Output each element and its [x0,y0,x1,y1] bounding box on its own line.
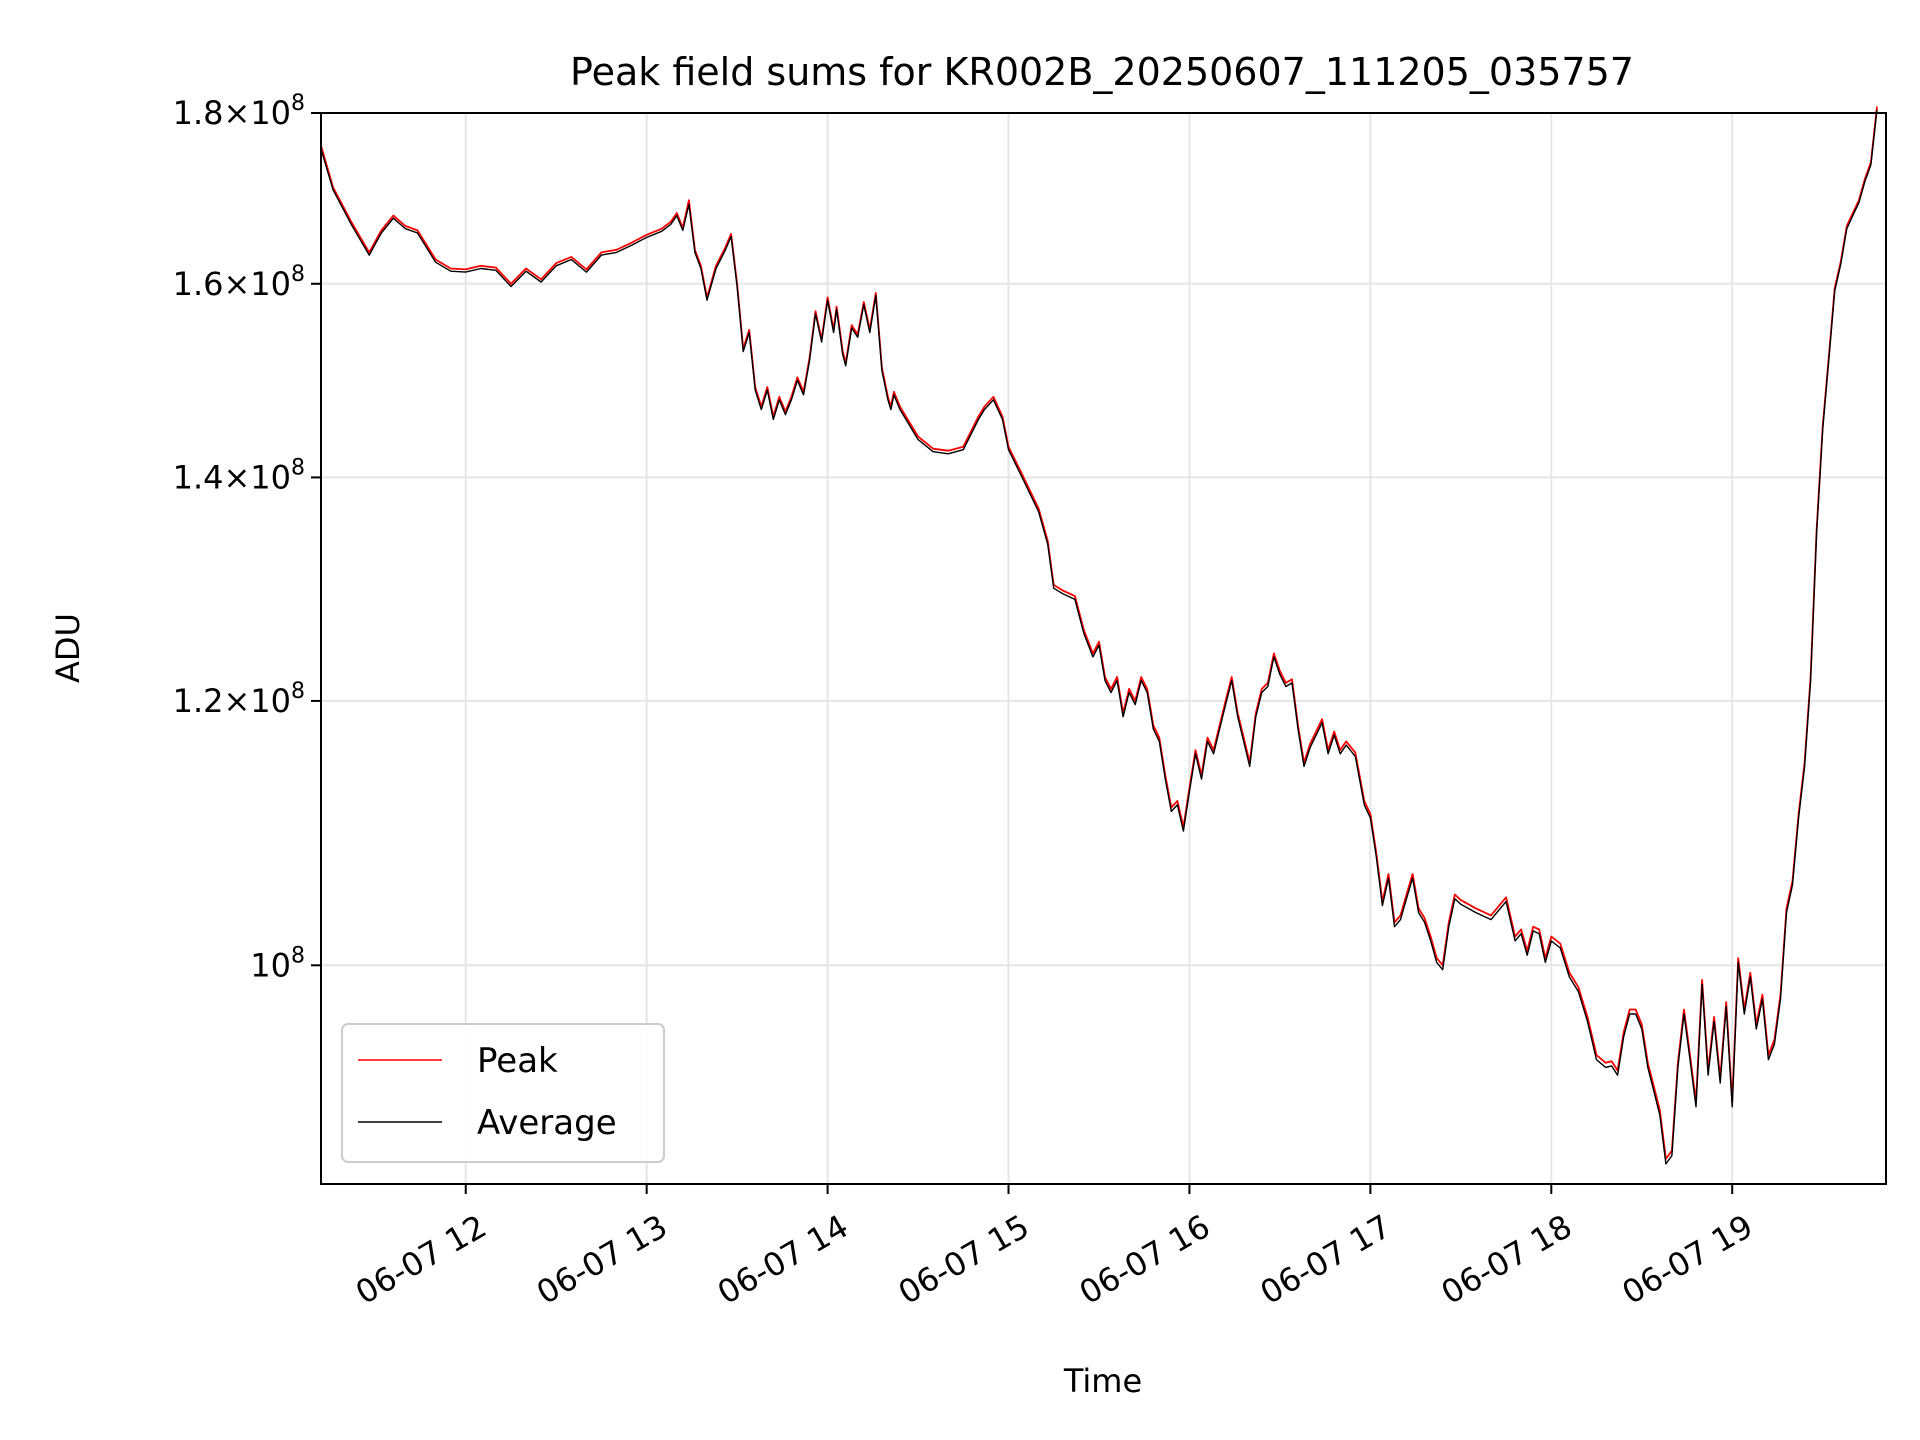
y-tick-base: 1.6×10 [173,265,291,303]
series-line-average [320,109,1878,1165]
plot-frame [320,112,1887,1185]
x-axis-label: Time [1063,1362,1142,1400]
y-tick-base: 1.4×10 [173,458,291,496]
y-tick-base: 10 [250,946,291,984]
legend-label-average: Average [477,1103,617,1143]
y-axis-label: ADU [49,613,87,683]
y-tick-label: 1.8×108 [173,91,305,132]
y-tick-exponent: 8 [291,943,305,968]
y-tick-exponent: 8 [291,91,305,116]
y-tick-label: 1.2×108 [173,679,305,720]
y-tick-label: 1.4×108 [173,455,305,496]
legend-box [341,1023,665,1163]
series-layer [320,106,1878,1165]
y-tick-base: 1.2×10 [173,682,291,720]
y-tick-exponent: 8 [291,679,305,704]
y-tick-label: 1.6×108 [173,262,305,303]
y-tick-base: 1.8×10 [173,94,291,132]
y-tick-exponent: 8 [291,262,305,287]
y-tick-label: 108 [250,943,305,984]
y-tick-exponent: 8 [291,455,305,480]
legend: Peak Average [341,1023,665,1163]
chart-title: Peak field sums for KR002B_20250607_1112… [570,50,1634,94]
legend-label-peak: Peak [477,1041,558,1081]
